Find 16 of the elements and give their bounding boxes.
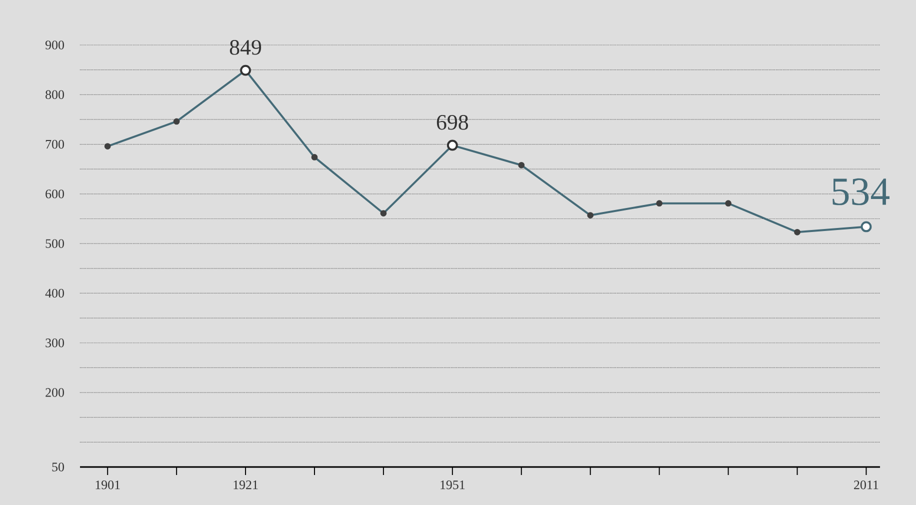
y-tick-label: 600: [46, 190, 64, 198]
y-tick-label: 300: [46, 338, 64, 348]
data-label: 534: [832, 178, 890, 206]
x-tick-label: 2011: [854, 480, 878, 490]
x-tick-label: 1951: [440, 480, 465, 490]
y-tick-label: 50: [52, 462, 64, 472]
y-tick-label: 500: [46, 239, 64, 248]
y-tick-label: 800: [46, 90, 64, 100]
y-tick-label: 900: [45, 40, 64, 50]
data-label: 849: [230, 40, 262, 55]
y-tick-label: 700: [46, 140, 64, 149]
y-tick-label: 200: [46, 388, 64, 397]
x-tick-label: 1901: [96, 480, 120, 490]
data-label: 698: [436, 114, 468, 130]
y-tick-label: 400: [45, 288, 64, 298]
x-tick-label: 1921: [234, 480, 258, 490]
